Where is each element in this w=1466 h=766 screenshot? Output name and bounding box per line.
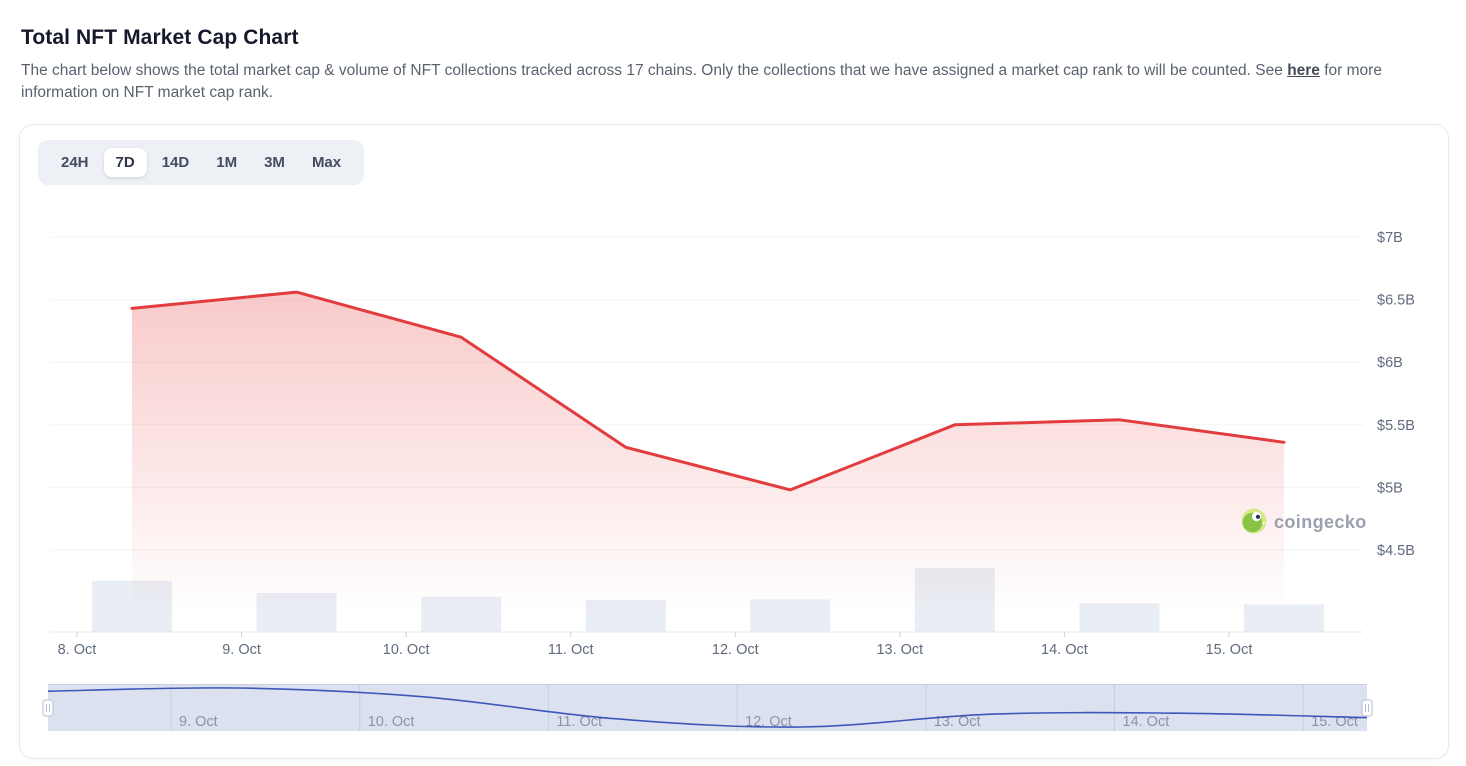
range-button-24h[interactable]: 24H [49, 148, 101, 177]
page-title: Total NFT Market Cap Chart [21, 26, 299, 49]
range-button-7d[interactable]: 7D [103, 148, 147, 177]
range-button-14d[interactable]: 14D [150, 148, 202, 177]
description-text-after: for more information on NFT market cap r… [21, 62, 1382, 101]
more-info-link[interactable]: here [1287, 62, 1320, 79]
description-text-before: The chart below shows the total market c… [21, 62, 1288, 79]
range-button-1m[interactable]: 1M [204, 148, 249, 177]
navigator-handle-left[interactable] [42, 699, 54, 717]
range-button-3m[interactable]: 3M [252, 148, 297, 177]
range-button-max[interactable]: Max [300, 148, 353, 177]
range-selector: 24H 7D 14D 1M 3M Max [38, 140, 365, 185]
page-description: The chart below shows the total market c… [21, 60, 1447, 104]
chart-card [19, 124, 1449, 759]
navigator-handle-right[interactable] [1361, 699, 1373, 717]
navigator-track[interactable] [48, 685, 1367, 731]
